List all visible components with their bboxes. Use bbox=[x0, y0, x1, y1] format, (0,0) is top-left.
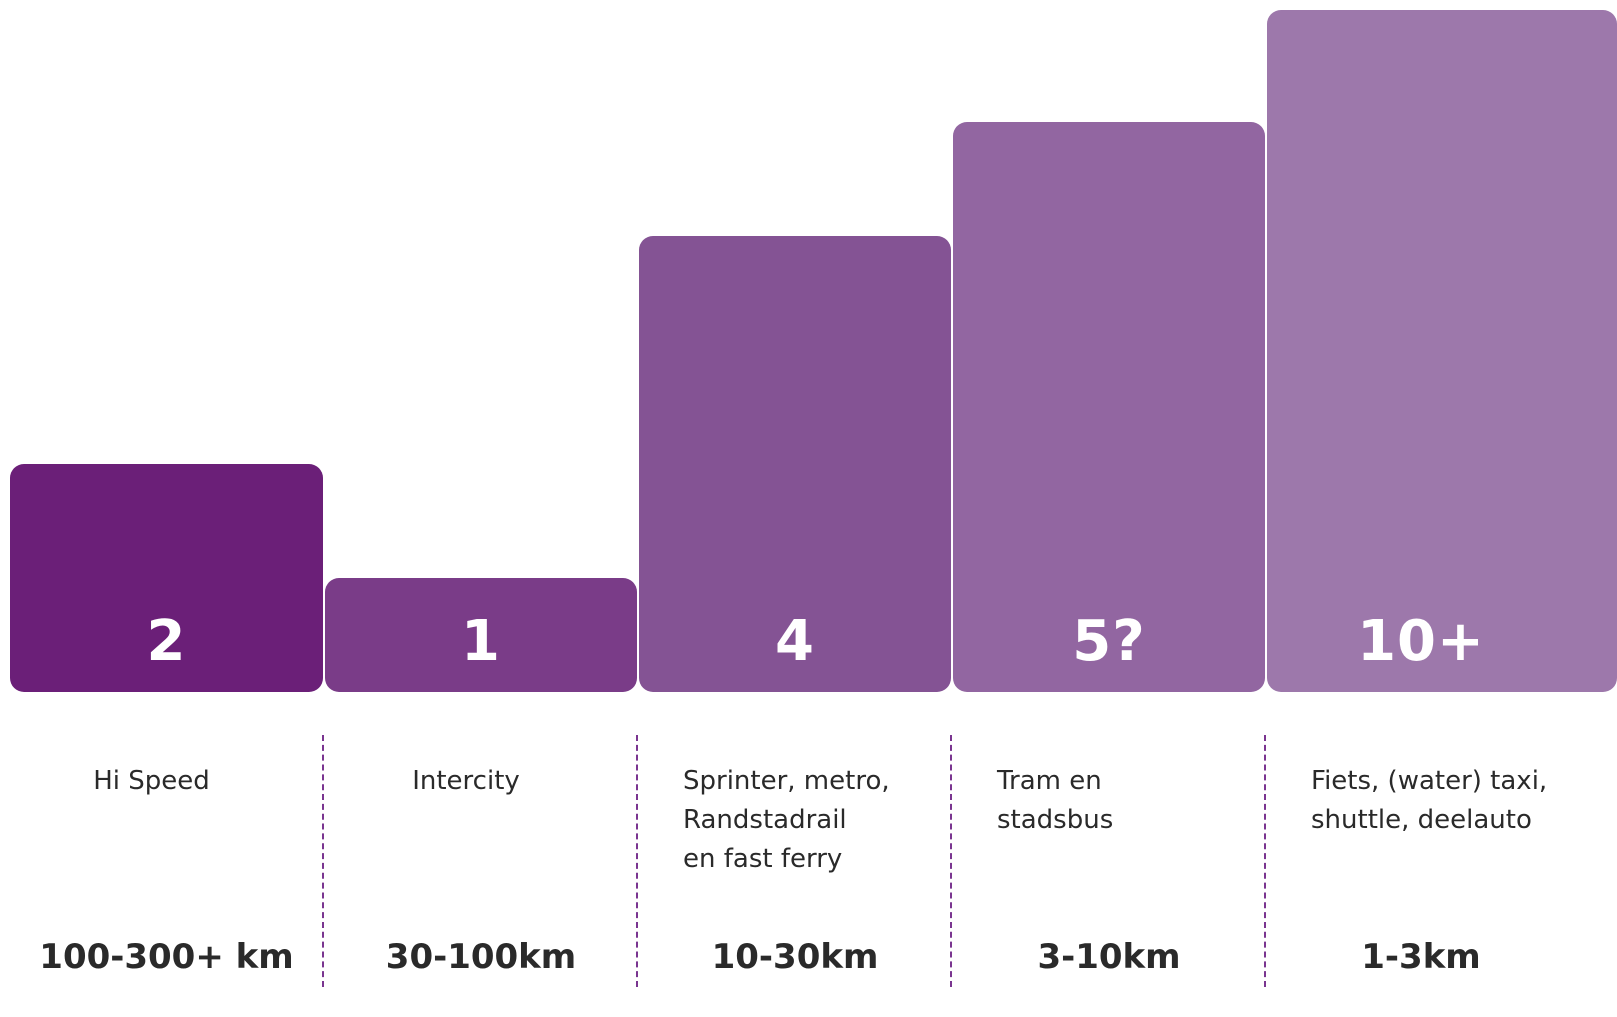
column-divider bbox=[636, 735, 638, 987]
distance-label: 100-300+ km bbox=[39, 937, 294, 977]
column-divider bbox=[322, 735, 324, 987]
distance-label: 1-3km bbox=[1361, 937, 1481, 977]
distance-label: 30-100km bbox=[385, 937, 577, 977]
transport-mode-label: Fiets, (water) taxi, shuttle, deelauto bbox=[1311, 766, 1548, 835]
bar-value-label: 4 bbox=[775, 609, 815, 674]
transport-mode-label: Hi Speed bbox=[93, 766, 210, 796]
transport-mode-label: Tram en stadsbus bbox=[997, 766, 1114, 835]
transport-mode-label: Intercity bbox=[412, 766, 520, 796]
distance-label: 10-30km bbox=[711, 937, 879, 977]
transport-mode-label: Sprinter, metro, Randstadrail en fast fe… bbox=[683, 766, 890, 874]
distance-label: 3-10km bbox=[1037, 937, 1181, 977]
bar-2 bbox=[325, 578, 637, 692]
column-divider bbox=[1264, 735, 1266, 987]
bar-value-label: 5? bbox=[1072, 609, 1146, 674]
bar-3 bbox=[639, 236, 951, 692]
bar-4 bbox=[953, 122, 1265, 692]
bar-value-label: 2 bbox=[146, 609, 187, 674]
bar-1 bbox=[10, 464, 323, 692]
bar-value-label: 10+ bbox=[1357, 609, 1485, 674]
bar-5 bbox=[1267, 10, 1617, 692]
column-divider bbox=[950, 735, 952, 987]
bar-value-label: 1 bbox=[461, 609, 501, 674]
